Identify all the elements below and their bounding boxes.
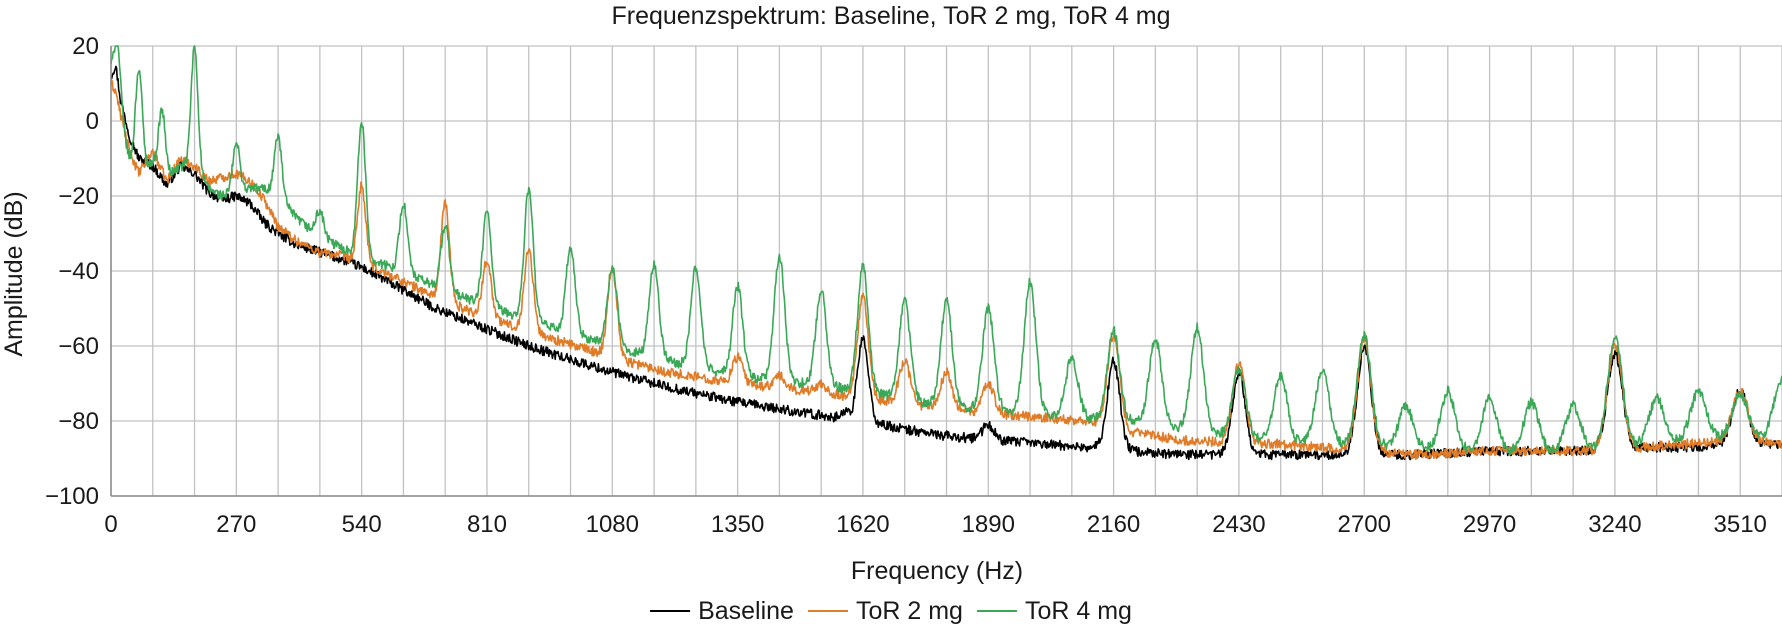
y-axis-title: Amplitude (dB) — [0, 191, 28, 356]
x-tick-label: 2970 — [1463, 511, 1516, 538]
x-tick-label: 2160 — [1087, 511, 1140, 538]
grid-layer — [110, 45, 1782, 497]
x-tick-label: 2700 — [1338, 511, 1391, 538]
y-tick-label: −40 — [58, 258, 99, 285]
series-line-tor-2-mg — [110, 79, 1782, 461]
x-tick-label: 1080 — [586, 511, 639, 538]
y-tick-label: 20 — [72, 33, 99, 60]
chart-title: Frequenzspektrum: Baseline, ToR 2 mg, To… — [611, 2, 1170, 30]
series-layer — [110, 45, 1782, 461]
x-tick-label: 3510 — [1714, 511, 1767, 538]
axis-layer: 0 270 540 810 1080 1350 1620 1890 2160 2430 2700 29… — [45, 33, 1782, 538]
legend-label: Baseline — [698, 597, 794, 625]
y-tick-label: −80 — [58, 408, 99, 435]
x-tick-label: 540 — [342, 511, 382, 538]
x-tick-label: 3240 — [1588, 511, 1641, 538]
x-axis-title: Frequency (Hz) — [851, 557, 1023, 585]
x-tick-label: 0 — [104, 511, 117, 538]
legend-label: ToR 2 mg — [856, 597, 963, 625]
x-tick-label: 1350 — [711, 511, 764, 538]
x-tick-label: 2430 — [1212, 511, 1265, 538]
y-tick-label: −20 — [58, 183, 99, 210]
x-tick-label: 270 — [216, 511, 256, 538]
x-tick-label: 810 — [467, 511, 507, 538]
y-tick-label: −100 — [45, 483, 99, 510]
legend-label: ToR 4 mg — [1025, 597, 1132, 625]
legend: Baseline ToR 2 mg ToR 4 mg — [650, 597, 1132, 625]
y-tick-label: −60 — [58, 333, 99, 360]
y-tick-label: 0 — [86, 108, 99, 135]
x-tick-label: 1620 — [836, 511, 889, 538]
series-line-tor-4-mg — [110, 45, 1782, 456]
x-tick-label: 1890 — [962, 511, 1015, 538]
